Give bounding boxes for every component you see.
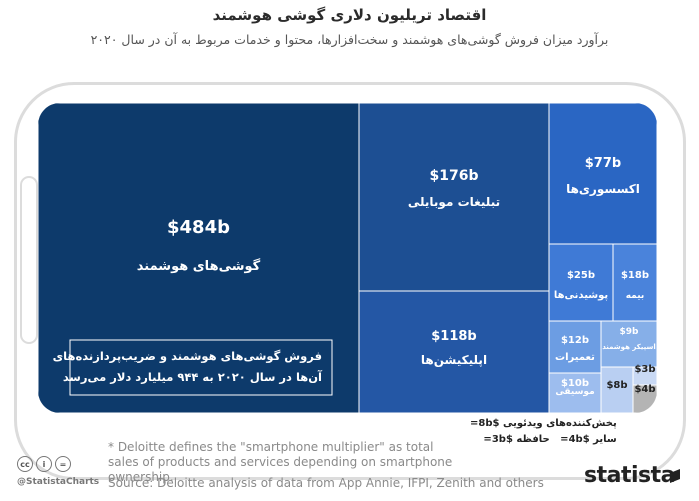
treemap-value-9: $8b [606,380,627,391]
treemap-cell-0 [38,103,360,413]
treemap-cell-4 [548,243,614,322]
license-icons: cc i = [17,456,71,472]
treemap-cell-3 [548,103,657,245]
statista-logo: statista [584,463,675,488]
legend-row-other: سایر $4b= حافظه $3b= [483,434,617,445]
treemap-label-2: اپلیکیشن‌ها [421,353,487,367]
source-note: Source: Deloitte analysis of data from A… [108,476,544,490]
phone-side-button [20,176,38,344]
annotation-line-1: آن‌ها در سال ۲۰۲۰ به ۹۴۴ میلیارد دلار می… [63,370,323,384]
treemap-cell-7 [600,320,657,368]
cc-icon: cc [17,456,33,472]
treemap-value-6: $12b [561,335,589,346]
treemap-label-7: اسپیکر هوشمند [602,343,656,351]
treemap-value-0: $484b [167,217,230,238]
treemap-value-2: $118b [431,329,477,344]
treemap-value-3: $77b [585,156,621,171]
annotation-line-0: فروش گوشی‌های هوشمند و ضریب‌پردازنده‌های [53,349,322,364]
treemap-value-7: $9b [620,327,640,337]
small-cells-legend: پخش‌کننده‌های ویدئویی $8b= سایر $4b= حاف… [470,416,617,448]
chart-title: اقتصاد تریلیون دلاری گوشی هوشمند [212,6,487,24]
treemap-value-5: $18b [621,270,649,281]
legend-row-video: پخش‌کننده‌های ویدئویی $8b= [470,418,617,429]
no-derivatives-icon: = [55,456,71,472]
treemap-label-4: پوشیدنی‌ها [554,290,609,301]
treemap-label-1: تبلیغات موبایلی [408,195,500,210]
treemap-label-0: گوشی‌های هوشمند [137,258,261,274]
treemap-value-8: $10b [561,378,589,389]
chart-subtitle: برآورد میزان فروش گوشی‌های هوشمند و سخت‌… [90,32,609,47]
treemap-value-1: $176b [430,168,479,184]
attribution-icon: i [36,456,52,472]
treemap-value-4: $25b [567,270,595,281]
social-handle: @StatistaCharts [17,477,100,487]
treemap-cell-6 [548,320,602,374]
treemap-cell-2 [358,290,550,413]
treemap-value-10: $3b [634,364,655,375]
annotation-box [69,339,333,396]
footnote: * Deloitte defines the "smartphone multi… [108,440,453,484]
treemap-label-6: تعمیرات [555,352,595,363]
treemap-label-5: بیمه [626,291,645,301]
treemap-label-3: اکسسوری‌ها [566,182,640,197]
statista-logo-icon [670,469,680,483]
treemap-label-8: موسیقی [555,387,594,397]
treemap-cell-5 [612,243,657,322]
treemap-value-11: $4b [634,384,655,395]
treemap-cell-8 [548,372,602,413]
